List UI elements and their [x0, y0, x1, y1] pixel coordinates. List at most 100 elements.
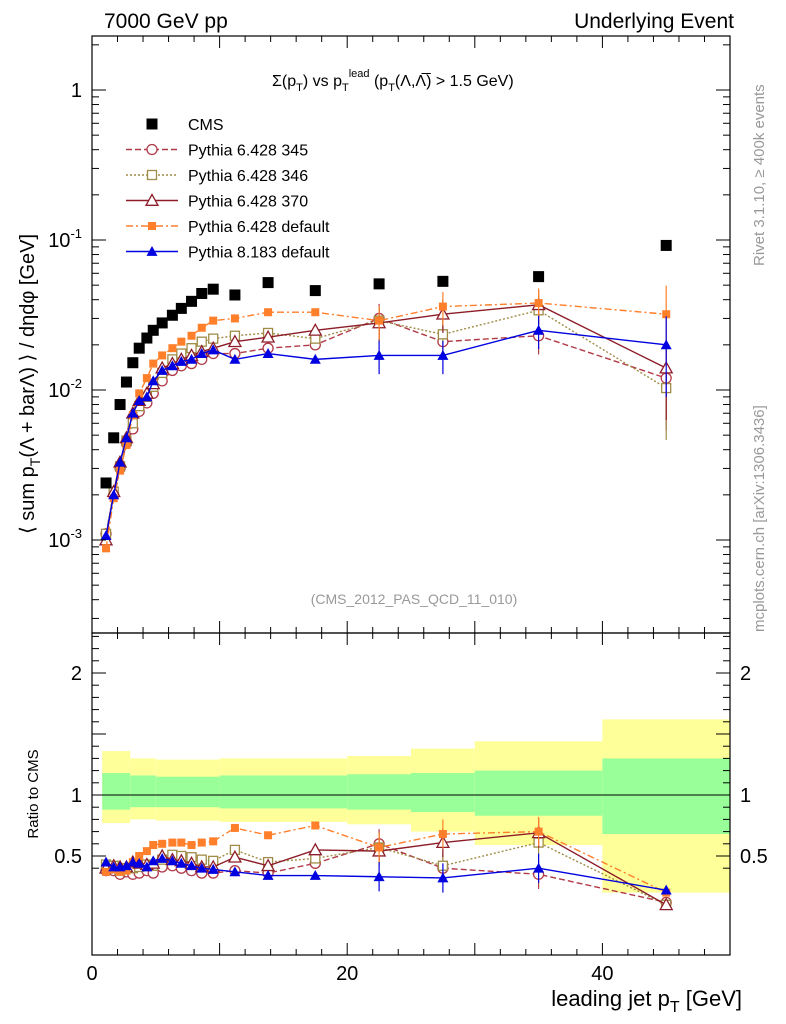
ratio-point: [196, 862, 208, 873]
data-point: [108, 489, 120, 500]
mcplots-label: mcplots.cern.ch [arXiv:1306.3436]: [751, 405, 768, 632]
ratio-point: [158, 839, 167, 848]
ratio-point: [133, 857, 145, 868]
y-axis-label-ratio: Ratio to CMS: [25, 749, 42, 838]
ratio-point: [309, 870, 321, 880]
legend-label: CMS: [188, 117, 224, 134]
data-point: [156, 364, 168, 375]
legend-item: Pythia 6.428 default: [126, 219, 330, 236]
series-line: [105, 302, 667, 549]
ratio-point: [186, 860, 198, 871]
data-point: [227, 334, 243, 348]
data-point: [230, 314, 239, 323]
data-point: [158, 351, 167, 360]
data-point: [108, 432, 120, 444]
ratio-y-tick-label-left: 2: [71, 663, 82, 685]
ratio-point: [659, 897, 674, 911]
data-point: [120, 376, 132, 388]
data-point: [196, 348, 208, 358]
data-point: [373, 349, 385, 360]
ratio-point: [533, 862, 545, 873]
ratio-point: [534, 827, 543, 836]
data-point: [209, 316, 218, 325]
ratio-point: [149, 841, 158, 850]
legend-item: Pythia 6.428 346: [126, 168, 308, 185]
data-point: [133, 395, 145, 405]
data-point: [114, 456, 126, 467]
data-point: [175, 302, 187, 314]
data-point: [229, 289, 241, 301]
data-point: [133, 342, 145, 354]
data-point: [177, 337, 186, 346]
data-point: [260, 329, 276, 343]
analysis-id: (CMS_2012_PAS_QCD_11_010): [311, 591, 518, 607]
legend-marker: [146, 246, 158, 256]
ratio-point: [209, 837, 218, 846]
ratio-point: [168, 838, 177, 847]
ratio-point: [141, 861, 153, 872]
data-point: [166, 360, 178, 371]
ratio-point: [142, 847, 151, 856]
header-right: Underlying Event: [574, 10, 734, 33]
ratio-point: [116, 867, 125, 876]
ratio-point: [207, 863, 219, 874]
data-point: [207, 344, 219, 355]
data-point: [147, 324, 159, 336]
data-point: [197, 323, 206, 332]
data-point: [660, 339, 672, 350]
ratio-point: [311, 821, 320, 830]
ratio-y-tick-label-left: 0.5: [54, 846, 82, 868]
ratio-y-tick-label-right: 0.5: [740, 846, 768, 868]
ratio-point: [100, 856, 112, 867]
data-point: [187, 331, 196, 340]
data-point: [141, 391, 153, 402]
ratio-plot-series: [98, 816, 674, 911]
ratio-point: [147, 855, 159, 866]
ratio-point: [197, 838, 206, 847]
series-pythia-6-428-345: [100, 303, 672, 540]
data-point: [102, 544, 111, 553]
series-pythia-8-183-default: [100, 315, 672, 540]
legend-marker: [148, 222, 156, 230]
plot-title: Σ(pT) vs pTlead (pT(Λ,Λ̅) > 1.5 GeV): [272, 68, 514, 94]
header-left: 7000 GeV pp: [104, 10, 228, 33]
series-cms: [100, 239, 672, 489]
ratio-point: [102, 867, 111, 876]
ratio-point: [230, 823, 239, 832]
ratio-point: [373, 871, 385, 882]
data-point: [660, 239, 672, 251]
band-inner-bin: [602, 758, 730, 835]
ratio-point: [437, 872, 449, 883]
data-point: [127, 357, 139, 369]
legend: CMS Pythia 6.428 345 Pythia 6.428 346 Pythi…: [126, 117, 330, 262]
ratio-y-tick-label-right: 2: [740, 663, 751, 685]
main-plot-series: [98, 239, 674, 553]
ratio-point: [229, 866, 241, 877]
legend-item: Pythia 8.183 default: [126, 245, 330, 262]
rivet-label: Rivet 3.1.10, ≥ 400k events: [751, 84, 768, 266]
band-inner-bin: [347, 774, 411, 810]
legend-item: Pythia 6.428 370: [126, 193, 308, 211]
ratio-point: [264, 831, 273, 840]
series-pythia-6-428-default: [102, 285, 671, 553]
data-point: [122, 440, 131, 449]
ratio-point: [127, 856, 139, 867]
data-point: [662, 310, 671, 319]
ratio-series-pythia-8-183-default: [100, 852, 672, 895]
data-point: [149, 359, 158, 368]
data-point: [127, 407, 139, 418]
data-point: [437, 275, 449, 287]
ratio-point: [660, 884, 672, 895]
legend-label: Pythia 6.428 345: [188, 143, 308, 160]
band-inner-bin: [130, 775, 156, 808]
data-point: [207, 283, 219, 295]
legend-item: Pythia 6.428 345: [126, 143, 308, 160]
data-point: [114, 399, 126, 411]
ratio-y-tick-label-left: 1: [71, 785, 82, 807]
ratio-point: [135, 852, 144, 860]
x-tick-label: 20: [336, 963, 358, 985]
y-tick-label: 1: [71, 80, 82, 102]
data-point: [308, 322, 323, 336]
legend-marker: [146, 169, 158, 181]
